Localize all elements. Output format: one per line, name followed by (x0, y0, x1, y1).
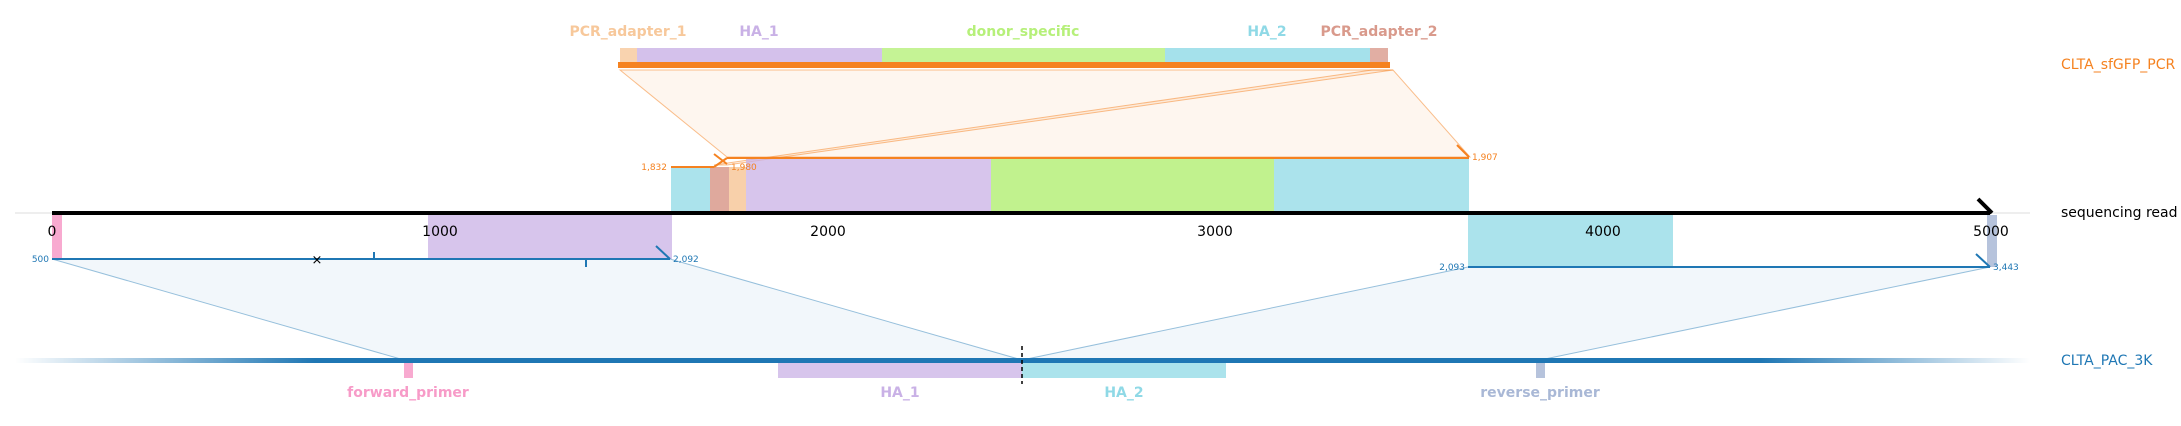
ref-right-start-coord: 2,093 (1439, 263, 1465, 273)
read-feature-HA_2-left (671, 167, 710, 212)
label-PCR_adapter_2: PCR_adapter_2 (1320, 24, 1437, 40)
reference-track: × 500 2,092 2,093 3,443 forward_primer H… (15, 245, 2153, 401)
read-feature-reverse_primer (1987, 215, 1997, 267)
axis-tick-4000: 4000 (1585, 224, 1621, 240)
read-feature-HA_2 (1274, 158, 1469, 212)
feature-PCR_adapter_2 (1370, 48, 1388, 62)
read-feature-HA_1-ref (428, 215, 672, 259)
ref-feature-forward_primer (404, 363, 413, 378)
read-feature-PCR_adapter_1 (729, 167, 746, 212)
axis-tick-2000: 2000 (810, 224, 846, 240)
axis-tick-1000: 1000 (422, 224, 458, 240)
ref-projection-left (51, 258, 1023, 361)
ref-right-end-coord: 3,443 (1993, 263, 2019, 273)
feature-PCR_adapter_1 (620, 48, 637, 62)
reference-bar-fade-left (15, 358, 315, 363)
row-label-pcr: CLTA_sfGFP_PCR (2061, 57, 2175, 73)
axis-tick-3000: 3000 (1197, 224, 1233, 240)
label-ref-HA_1: HA_1 (880, 385, 919, 401)
ref-projection-right (1021, 266, 1991, 361)
pcr-alignment-arrow-2 (1456, 144, 1470, 158)
ref-alignment-arrow-right (1975, 253, 1991, 268)
read-axis-ticks: 0 1000 2000 3000 4000 5000 (48, 224, 2009, 240)
ref-feature-HA_2 (1022, 363, 1226, 378)
ref-feature-HA_1 (778, 363, 1022, 378)
read-feature-PCR_adapter_2 (710, 167, 729, 212)
read-feature-donor_specific (991, 158, 1274, 212)
label-ref-HA_2: HA_2 (1104, 385, 1143, 401)
ref-left-end-coord: 2,092 (673, 255, 699, 265)
label-HA_2: HA_2 (1247, 24, 1286, 40)
ref-alignment-arrow-left (655, 245, 671, 260)
read-feature-HA_2-ref (1468, 215, 1673, 267)
axis-tick-0: 0 (48, 224, 57, 240)
reference-bar (315, 358, 1760, 363)
reference-bar-fade-right (1760, 358, 2030, 363)
read-feature-HA_1 (746, 158, 991, 212)
label-PCR_adapter_1: PCR_adapter_1 (569, 24, 686, 40)
label-HA_1: HA_1 (739, 24, 778, 40)
read-track: 1,832 1,980 1,907 0 1000 2000 3000 4000 … (15, 144, 2177, 267)
pcr-track: PCR_adapter_1 HA_1 donor_specific HA_2 P… (569, 24, 2175, 166)
pcr-projection-wedge-2 (713, 69, 1394, 166)
pcr-projection-wedge (618, 69, 1472, 158)
row-label-read: sequencing read (2061, 205, 2177, 221)
read-axis-arrowhead (1976, 197, 1994, 215)
mismatch-marker: × (312, 253, 323, 268)
row-label-ref: CLTA_PAC_3K (2061, 353, 2153, 369)
read-feature-forward_primer (52, 215, 62, 259)
feature-donor_specific (882, 48, 1165, 62)
label-forward_primer: forward_primer (347, 385, 469, 401)
pcr-alignment-end-coord: 1,907 (1472, 153, 1498, 163)
ref-feature-reverse_primer (1536, 363, 1545, 378)
feature-HA_1 (637, 48, 882, 62)
ref-left-start-coord: 500 (32, 255, 49, 265)
label-reverse_primer: reverse_primer (1480, 385, 1600, 401)
pcr-alignment-tick-1 (713, 157, 728, 168)
pcr-alignment-2-start-coord: 1,980 (731, 163, 757, 173)
label-donor_specific: donor_specific (967, 24, 1080, 40)
axis-tick-5000: 5000 (1973, 224, 2009, 240)
pcr-alignment-arrow-1 (713, 153, 728, 165)
pcr-alignment-start-coord: 1,832 (641, 163, 667, 173)
feature-HA_2 (1165, 48, 1370, 62)
